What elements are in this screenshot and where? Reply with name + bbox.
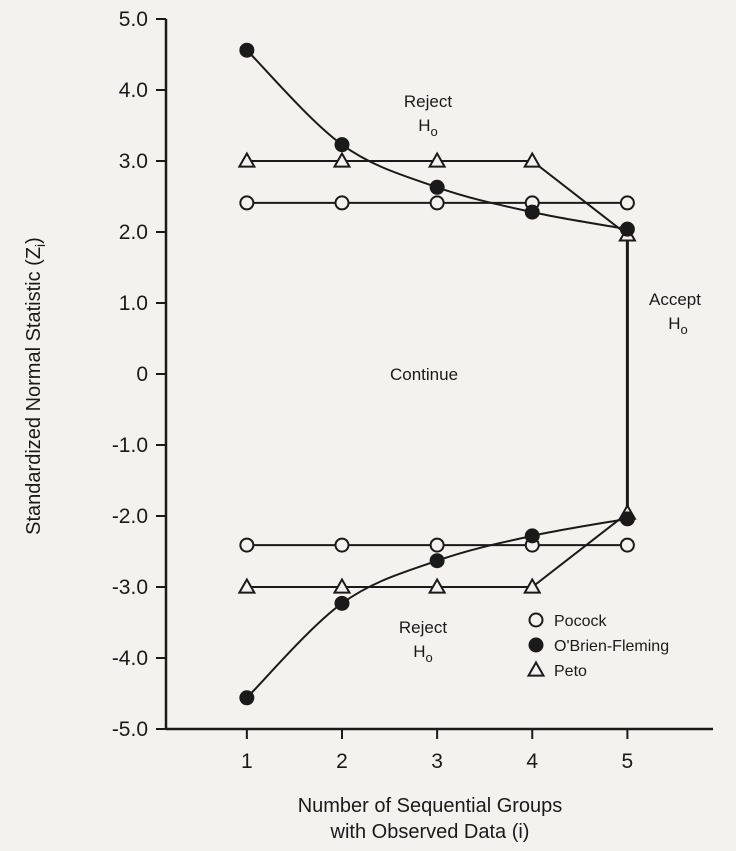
reject-upper-h-main: H <box>418 116 430 135</box>
y-tick-label: 0 <box>136 363 148 386</box>
y-ticks: 5.0 4.0 3.0 2.0 1.0 0 -1.0 -2.0 -3.0 -4.0 -5.0 <box>112 8 166 741</box>
x-tick-label: 1 <box>241 750 253 773</box>
obf-upper-point <box>619 221 635 237</box>
reject-lower-h-main: H <box>413 642 425 661</box>
peto-lower-point <box>523 577 542 594</box>
legend: Pocock O'Brien-Fleming Peto <box>526 612 669 680</box>
y-axis-title-main: Standardized Normal Statistic (Z <box>23 247 45 535</box>
accept-label: Accept <box>649 290 701 309</box>
reject-lower-h: Ho <box>413 642 433 665</box>
pocock-upper-point <box>334 195 350 211</box>
legend-label: Pocock <box>554 613 607 630</box>
accept-h-sub: o <box>681 322 688 337</box>
y-tick-label: 5.0 <box>119 8 148 31</box>
series-markers <box>237 42 637 706</box>
y-axis-title-sub: i <box>32 244 48 247</box>
reject-upper-label: Reject <box>404 92 452 111</box>
obf-lower-point <box>524 528 540 544</box>
y-tick-label: -1.0 <box>112 434 148 457</box>
y-tick-label: 1.0 <box>119 292 148 315</box>
x-tick-label: 5 <box>622 750 634 773</box>
legend-label: O'Brien-Fleming <box>554 638 669 655</box>
y-tick-label: -2.0 <box>112 505 148 528</box>
peto-lower-point <box>427 577 447 594</box>
peto-upper-point <box>427 151 447 168</box>
y-tick-label: -3.0 <box>112 576 148 599</box>
obf-lower-point <box>619 511 635 527</box>
obf-lower-point <box>429 553 445 569</box>
x-ticks: 1 2 3 4 5 <box>241 729 633 773</box>
peto-lower-point <box>332 577 352 594</box>
y-tick-label: -5.0 <box>112 718 148 741</box>
reject-lower-label: Reject <box>399 618 447 637</box>
reject-upper-h: Ho <box>418 116 438 139</box>
y-tick-label: 3.0 <box>119 150 148 173</box>
x-tick-label: 3 <box>431 750 443 773</box>
x-tick-label: 2 <box>336 750 348 773</box>
x-tick-label: 4 <box>526 750 538 773</box>
x-axis-title-line2: with Observed Data (i) <box>330 821 530 843</box>
peto-upper-point <box>332 151 352 168</box>
reject-lower-h-sub: o <box>426 650 433 665</box>
obf-lower-point <box>239 690 255 706</box>
obf-lower-point <box>334 595 350 611</box>
legend-label: Peto <box>554 663 587 680</box>
y-axis-title: Standardized Normal Statistic (Zi) <box>23 237 48 535</box>
obf-upper-point <box>334 137 350 153</box>
obf-upper-point <box>524 204 540 220</box>
accept-h-main: H <box>668 314 680 333</box>
pocock-lower-point <box>239 537 255 553</box>
peto-upper-point <box>523 151 542 168</box>
y-tick-label: 4.0 <box>119 79 148 102</box>
legend-peto-marker <box>526 660 546 677</box>
pocock-upper-point <box>239 195 255 211</box>
y-axis-title-close: ) <box>23 237 45 244</box>
peto-lower-point <box>237 577 257 594</box>
obf-upper-point <box>239 42 255 58</box>
continue-label: Continue <box>390 365 458 384</box>
y-tick-label: -4.0 <box>112 647 148 670</box>
obf-upper-point <box>429 179 445 195</box>
legend-pocock-marker <box>528 612 544 628</box>
pocock-lower-point <box>334 537 350 553</box>
x-axis-title-line1: Number of Sequential Groups <box>298 795 563 817</box>
pocock-upper-point <box>619 195 635 211</box>
legend-obf-marker <box>528 637 544 653</box>
pocock-lower-point <box>619 537 635 553</box>
accept-h: Ho <box>668 314 688 337</box>
peto-upper-point <box>237 151 257 168</box>
reject-upper-h-sub: o <box>431 124 438 139</box>
pocock-upper-point <box>429 195 445 211</box>
pocock-lower-point <box>429 537 445 553</box>
y-tick-label: 2.0 <box>119 221 148 244</box>
